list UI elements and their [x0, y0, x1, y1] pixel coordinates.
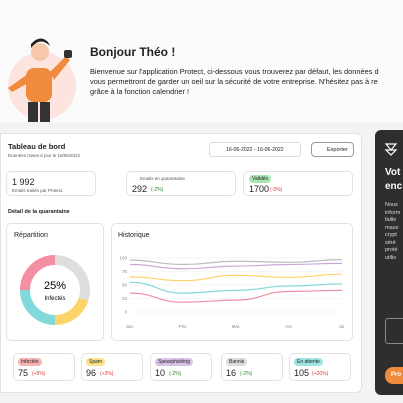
- side-button-label: Pro: [391, 372, 402, 378]
- counter-card: Bannis 16 (-2%): [221, 353, 283, 381]
- dashboard: Tableau de bord Données mises à jour le …: [0, 133, 362, 393]
- stat-card: 1 992 Emails traités par Protect.: [6, 171, 96, 196]
- side-line: inform: [385, 209, 401, 216]
- y-tick-label: 100: [119, 256, 127, 261]
- side-title-line: Vot: [385, 167, 401, 178]
- dashboard-title: Tableau de bord: [8, 142, 66, 151]
- side-title-line: enc: [385, 181, 403, 192]
- counter-card: Infectés 75 (+5%): [13, 353, 75, 381]
- side-text: Nous inform faille mauv crypt séré proté utilis: [385, 202, 400, 262]
- counter-change: (+20%): [312, 371, 329, 377]
- counter-value: 10: [155, 368, 166, 378]
- donut-center-label: Infectés: [44, 296, 65, 302]
- counter-badge: Spearphishing: [155, 358, 193, 366]
- stat-card: Emails en quarantaine 292 (-2%): [126, 171, 236, 196]
- side-button[interactable]: Pro: [385, 367, 403, 384]
- x-tick-label: Jui.: [338, 324, 345, 329]
- counter-card: Spam 96 (+2%): [81, 353, 143, 381]
- donut-center: 25%: [44, 280, 66, 292]
- donut-segment: [20, 255, 56, 291]
- stat-change: (-2%): [151, 187, 164, 193]
- side-line: proté: [385, 247, 398, 253]
- history-card: Historique 0 25 50 75 100 Jan. Fév. Mar. Avr. Jui…: [111, 223, 353, 341]
- counter-value: 16: [226, 368, 237, 378]
- donut-title: Répartition: [14, 232, 48, 239]
- line-series: [129, 262, 343, 270]
- date-range: 16-06-2022 - 16-06-2022: [226, 147, 284, 153]
- illustration: [8, 38, 76, 122]
- stat-label: Emails traités par Protect.: [12, 188, 64, 193]
- y-tick-label: 0: [124, 310, 127, 315]
- intro-line: grâce à la fonction calendrier !: [90, 87, 190, 96]
- chart-title: Historique: [118, 232, 150, 239]
- counter-badge: Bannis: [226, 358, 248, 366]
- line-series: [129, 259, 343, 266]
- export-label: Exporter: [327, 147, 348, 153]
- donut-segment: [20, 289, 56, 325]
- counter-card: Spearphishing 10 (-2%): [150, 353, 212, 381]
- y-tick-label: 50: [122, 283, 128, 288]
- counter-value: 75: [18, 368, 29, 378]
- counter-badge: Spam: [86, 358, 106, 366]
- stat-badge: Validés: [249, 175, 272, 183]
- donut-segment: [54, 255, 90, 301]
- x-tick-label: Avr.: [285, 324, 293, 329]
- shield-icon: [384, 143, 398, 156]
- line-series: [129, 273, 343, 282]
- side-line: séré: [385, 239, 396, 246]
- banner: Bonjour Théo ! Bienvenue sur l'applicati…: [0, 0, 403, 122]
- side-line: Nous: [385, 202, 398, 208]
- stat-value: 1 992: [12, 177, 35, 187]
- side-line: faille: [385, 217, 397, 223]
- x-tick-label: Mar.: [232, 324, 241, 329]
- donut: 25% Infectés: [20, 255, 90, 325]
- intro-line: vous permettront de garder un oeil sur l…: [90, 77, 378, 86]
- counter-change: (+5%): [32, 371, 46, 377]
- stat-value: 1700: [249, 184, 270, 194]
- side-line: crypt: [385, 232, 397, 238]
- side-title: Vot enc: [385, 166, 402, 194]
- export-button[interactable]: Exporter: [311, 142, 354, 157]
- line-series: [129, 281, 343, 294]
- y-tick-label: 25: [122, 296, 128, 301]
- stat-card: Validés 1700 (-5%): [243, 171, 353, 196]
- side-panel: Vot enc Nous inform faille mauv crypt séré pro…: [375, 130, 403, 395]
- line-chart: 0 25 50 75 100 Jan. Fév. Mar. Avr. Jui.: [119, 256, 345, 330]
- y-tick-label: 75: [122, 269, 128, 274]
- side-line: utilis: [385, 254, 397, 261]
- intro-line: Bienvenue sur l'application Protect, ci-…: [90, 67, 379, 76]
- donut-segment: [54, 297, 89, 325]
- greeting: Bonjour Théo !: [90, 45, 176, 59]
- counter-value: 105: [294, 368, 310, 378]
- side-line: mauv: [385, 224, 399, 231]
- counter-badge: En attente: [294, 358, 323, 366]
- stat-label: Emails en quarantaine: [140, 176, 185, 181]
- line-series: [129, 289, 343, 303]
- counter-change: (+2%): [100, 371, 114, 377]
- counter-change: (-2%): [169, 371, 182, 377]
- counter-card: En attente 105 (+20%): [289, 353, 351, 381]
- x-tick-label: Fév.: [179, 324, 187, 329]
- date-picker[interactable]: 16-06-2022 - 16-06-2022: [209, 142, 301, 157]
- stat-value: 292: [132, 184, 148, 194]
- counter-badge: Infectés: [18, 358, 42, 366]
- side-card: [385, 318, 403, 344]
- counter-change: (-2%): [240, 371, 253, 377]
- intro: Bienvenue sur l'application Protect, ci-…: [90, 67, 403, 97]
- donut-card: Répartition 25% Infectés: [6, 223, 104, 341]
- section-title: Détail de la quarantaine: [8, 209, 70, 215]
- updated: Données mises à jour le 16/06/2022: [8, 153, 81, 158]
- counter-value: 96: [86, 368, 97, 378]
- x-tick-label: Jan.: [126, 324, 135, 329]
- stat-change: (-5%): [270, 187, 283, 193]
